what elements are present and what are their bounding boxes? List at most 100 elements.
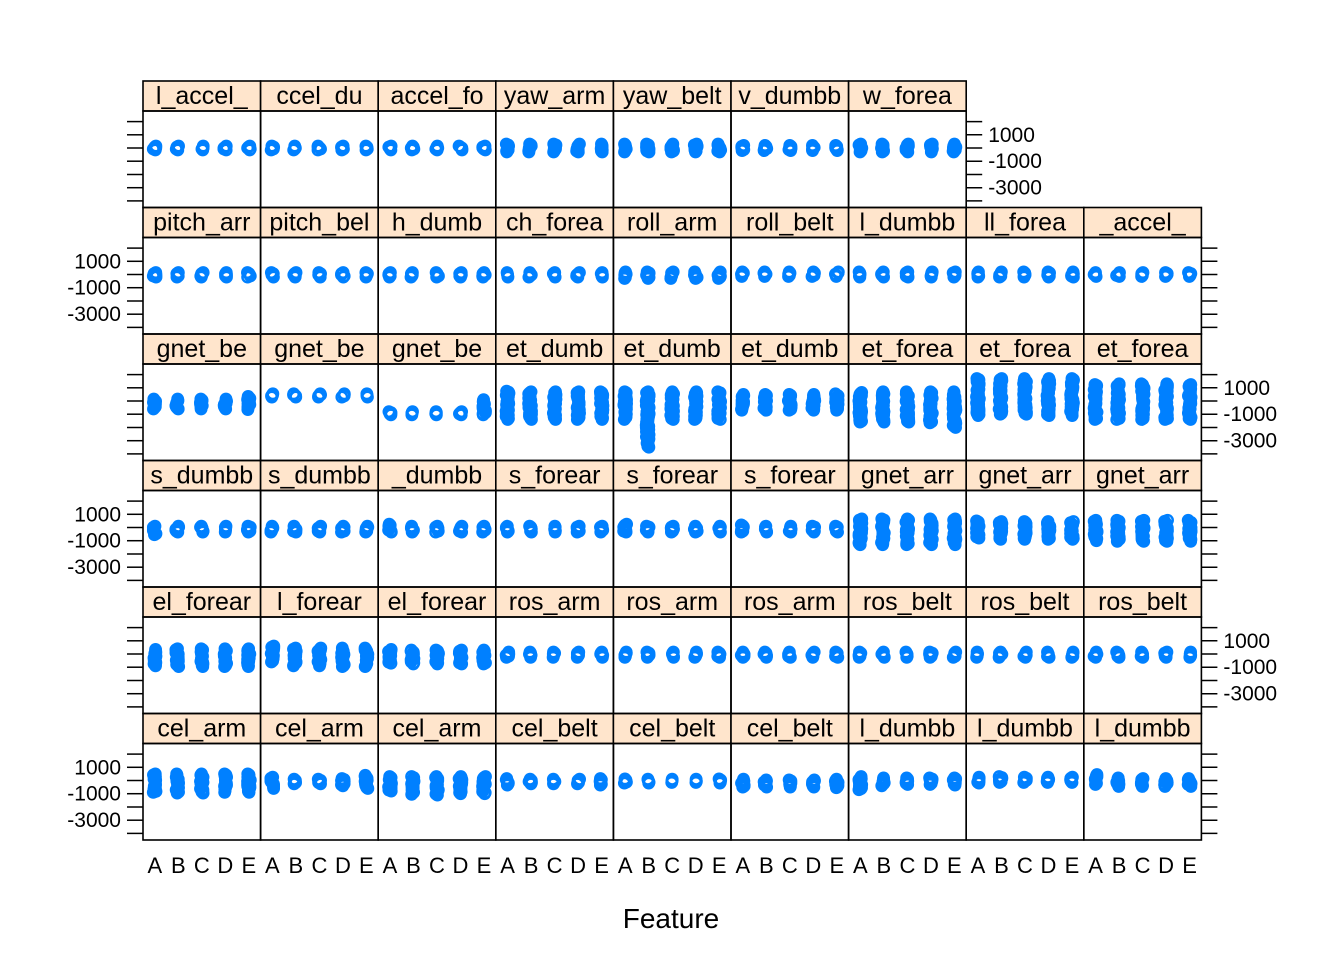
points bbox=[264, 519, 375, 539]
data-point bbox=[1184, 378, 1198, 391]
data-point bbox=[619, 645, 633, 659]
points bbox=[264, 266, 374, 284]
strip-label: yaw_arm bbox=[504, 82, 605, 110]
panel: ros_arm bbox=[730, 586, 850, 715]
points bbox=[147, 389, 257, 417]
panel: cel_belt bbox=[730, 712, 850, 841]
panel: ll_forea bbox=[965, 206, 1085, 335]
y-tick-label: -3000 bbox=[1223, 430, 1277, 453]
panel-frame bbox=[259, 363, 380, 462]
x-tick-label: B bbox=[524, 853, 539, 878]
panel-strip bbox=[377, 712, 497, 745]
strip-label: l_dumbb bbox=[977, 715, 1073, 743]
data-point bbox=[337, 387, 351, 401]
data-point bbox=[640, 519, 653, 533]
data-point bbox=[736, 387, 750, 401]
x-tick-label: D bbox=[923, 853, 939, 878]
points bbox=[1087, 645, 1198, 664]
panel: h_dumb bbox=[377, 206, 497, 335]
data-point bbox=[689, 645, 703, 659]
data-point bbox=[995, 372, 1009, 385]
points bbox=[970, 372, 1080, 422]
x-tick-label: C bbox=[547, 853, 563, 878]
panel-frame bbox=[377, 489, 497, 588]
points bbox=[1088, 768, 1198, 793]
panel-frame bbox=[1083, 363, 1203, 462]
y-tick-label: 1000 bbox=[988, 124, 1035, 147]
data-point bbox=[194, 392, 208, 406]
x-tick-label: D bbox=[805, 853, 821, 878]
data-point bbox=[782, 773, 796, 787]
data-point bbox=[500, 519, 514, 533]
data-point bbox=[688, 265, 702, 279]
data-point bbox=[335, 772, 349, 785]
data-point bbox=[1135, 377, 1148, 391]
strip-label: s_forear bbox=[509, 462, 601, 490]
data-point bbox=[618, 772, 632, 786]
data-point bbox=[430, 519, 444, 533]
x-tick-label: C bbox=[194, 853, 210, 878]
panel: et_forea bbox=[1083, 333, 1203, 462]
data-point bbox=[688, 519, 702, 533]
x-tick-label: C bbox=[664, 853, 680, 878]
panel-frame bbox=[847, 236, 967, 335]
data-point bbox=[312, 266, 326, 279]
data-point bbox=[900, 771, 914, 785]
panel-frame bbox=[730, 110, 850, 209]
strip-label: cel_arm bbox=[157, 715, 246, 743]
y-tick-label: -3000 bbox=[988, 177, 1042, 200]
x-tick-label: D bbox=[688, 853, 704, 878]
data-point bbox=[406, 266, 419, 279]
x-tick-label: E bbox=[1182, 853, 1197, 878]
panel: v_dumbb bbox=[730, 80, 850, 209]
data-point bbox=[1041, 770, 1055, 784]
data-point bbox=[194, 642, 208, 656]
points bbox=[970, 645, 1080, 664]
data-point bbox=[429, 643, 443, 657]
data-point bbox=[523, 266, 537, 279]
data-point bbox=[1161, 513, 1174, 527]
panel: yaw_arm bbox=[494, 80, 615, 209]
data-point bbox=[336, 266, 350, 279]
data-point bbox=[523, 519, 536, 533]
x-tick-label: B bbox=[1112, 853, 1127, 878]
data-point bbox=[171, 266, 185, 279]
strip-label: yaw_belt bbox=[623, 82, 722, 110]
panel: gnet_be bbox=[259, 333, 380, 462]
data-point bbox=[923, 512, 937, 526]
x-tick-label: A bbox=[971, 853, 986, 878]
panel-strip bbox=[612, 586, 732, 618]
data-point bbox=[172, 519, 185, 533]
data-point bbox=[665, 772, 679, 786]
data-point bbox=[970, 372, 984, 385]
data-point bbox=[360, 519, 374, 533]
data-point bbox=[287, 387, 301, 401]
panel: ros_arm bbox=[612, 586, 732, 715]
strip-label: ros_arm bbox=[744, 588, 836, 616]
strip-label: l_dumbb bbox=[859, 209, 955, 237]
data-point bbox=[1184, 645, 1198, 659]
data-point bbox=[1136, 772, 1150, 785]
strip-label: gnet_be bbox=[274, 335, 364, 363]
x-tick-label: B bbox=[641, 853, 656, 878]
x-tick-label: E bbox=[947, 853, 962, 878]
data-point bbox=[806, 265, 820, 279]
x-tick-label: C bbox=[429, 853, 445, 878]
strip-label: cel_belt bbox=[747, 715, 833, 743]
points bbox=[499, 384, 610, 426]
strip-label: et_forea bbox=[1097, 335, 1189, 363]
data-point bbox=[502, 645, 516, 659]
data-point bbox=[242, 642, 256, 656]
panel: pitch_arr bbox=[142, 206, 262, 335]
data-point bbox=[1160, 377, 1174, 391]
strip-label: ll_forea bbox=[984, 209, 1066, 237]
data-point bbox=[970, 514, 983, 528]
points bbox=[734, 645, 845, 664]
panel: l_dumbb bbox=[847, 206, 967, 335]
data-point bbox=[758, 387, 772, 401]
panel-frame bbox=[259, 110, 380, 209]
data-point bbox=[735, 265, 749, 279]
x-tick-label: B bbox=[406, 853, 421, 878]
data-point bbox=[405, 770, 418, 783]
points bbox=[618, 645, 727, 664]
